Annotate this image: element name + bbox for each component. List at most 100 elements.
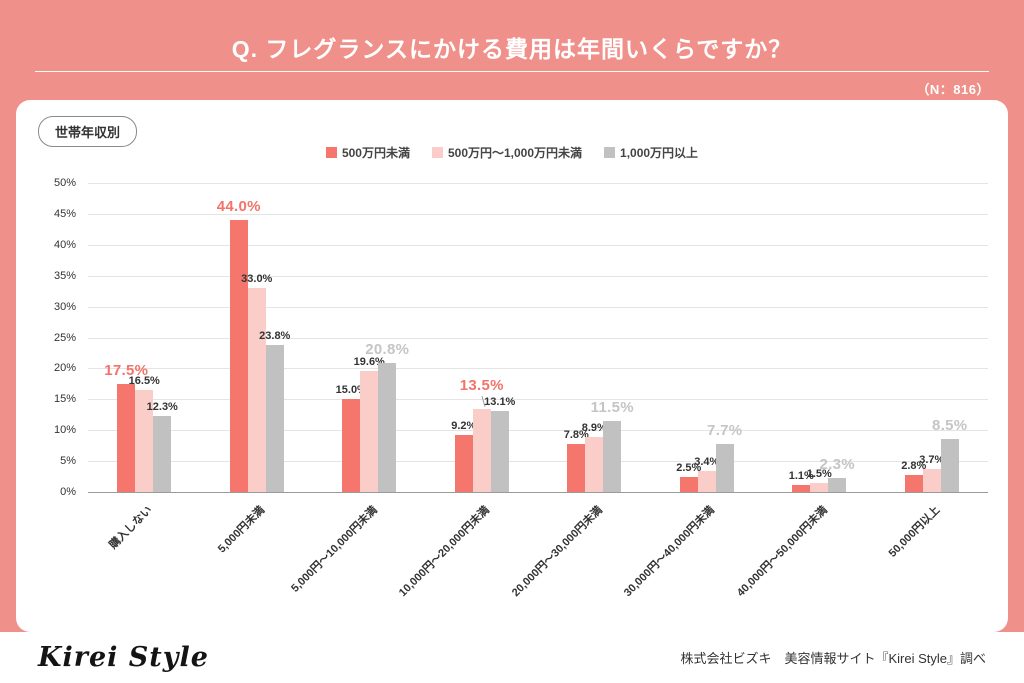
bar-slot: 2.5% bbox=[676, 462, 701, 492]
legend-item-over-10m: 1,000万円以上 bbox=[604, 144, 698, 161]
bar-slot: 3.7% bbox=[919, 454, 944, 492]
bar-value-label: 17.5% bbox=[104, 361, 149, 379]
x-axis-label: 10,000円〜20,000円未満 bbox=[397, 504, 493, 600]
bar-slot: 13.1% bbox=[484, 396, 515, 492]
chart-card: 世帯年収別 500万円未満 500万円〜1,000万円未満 1,000万円以上 … bbox=[16, 100, 1008, 632]
bar bbox=[247, 288, 266, 492]
bar-group: 7.8% 8.9% 11.5% bbox=[538, 183, 651, 492]
gridline bbox=[88, 306, 988, 308]
bar bbox=[360, 370, 379, 492]
bar-slot: 8.5% bbox=[932, 417, 967, 492]
x-axis-labels: 購入しない 5,000円未満 5,000円〜10,000円未満 10,000円〜20,… bbox=[88, 500, 988, 650]
footer: Kirei Style 株式会社ビズキ 美容情報サイト『Kirei Style』… bbox=[0, 632, 1024, 683]
bar bbox=[810, 482, 829, 492]
gridline bbox=[88, 213, 988, 215]
legend-swatch-coral bbox=[325, 147, 337, 158]
bar-group: 2.5% 3.4% 7.7% bbox=[651, 183, 764, 492]
bar-value-label: 7.8% bbox=[563, 428, 589, 441]
y-axis-tick: 20% bbox=[53, 362, 76, 375]
bar-value-label: 19.6% bbox=[353, 355, 385, 368]
y-axis-tick: 0% bbox=[60, 486, 76, 498]
bar-slot: 20.8% bbox=[365, 341, 409, 492]
gridline bbox=[88, 461, 988, 463]
kirei-style-logo: Kirei Style bbox=[38, 642, 209, 673]
x-axis-label: 30,000円〜40,000円未満 bbox=[622, 504, 718, 600]
gridline bbox=[88, 368, 988, 370]
bar-value-label: 13.5% bbox=[459, 376, 504, 394]
bar bbox=[229, 220, 248, 492]
bar-value-label: 2.8% bbox=[901, 459, 927, 472]
bar bbox=[585, 437, 604, 492]
bar-group: 2.8% 3.7% 8.5% bbox=[876, 183, 989, 492]
y-axis-tick: 30% bbox=[53, 300, 76, 313]
legend-label: 500万円〜1,000万円未満 bbox=[447, 146, 583, 160]
x-axis-label: 50,000円以上 bbox=[886, 504, 943, 560]
segment-badge: 世帯年収別 bbox=[38, 116, 138, 147]
bar-value-label: 7.7% bbox=[707, 422, 743, 440]
bar-value-label: 23.8% bbox=[259, 329, 291, 342]
bar bbox=[135, 390, 154, 492]
bar-slot: 11.5% bbox=[591, 399, 634, 492]
bar-value-label: 44.0% bbox=[216, 198, 261, 216]
legend-label: 500万円未満 bbox=[341, 146, 410, 160]
y-axis-tick: 45% bbox=[53, 207, 76, 220]
bar-value-label: 1.1% bbox=[788, 470, 814, 483]
gridline bbox=[88, 399, 988, 401]
bar-group: 9.2% 13.5% 13.1% bbox=[426, 183, 539, 492]
bar-slot: 7.8% bbox=[564, 429, 589, 492]
bar-value-label: 16.5% bbox=[128, 375, 160, 388]
bar bbox=[715, 444, 734, 492]
bar-value-label: 8.5% bbox=[932, 417, 968, 435]
gridline bbox=[88, 244, 988, 246]
x-axis-label: 5,000円未満 bbox=[216, 504, 268, 556]
bar bbox=[378, 363, 397, 492]
source-credit: 株式会社ビズキ 美容情報サイト『Kirei Style』調べ bbox=[680, 651, 986, 666]
bar-slot: 23.8% bbox=[259, 330, 290, 492]
bar bbox=[567, 443, 586, 492]
y-axis-tick: 25% bbox=[53, 331, 76, 344]
gridline bbox=[88, 275, 988, 277]
y-axis-tick: 35% bbox=[53, 269, 76, 282]
bar-slot: 16.5% bbox=[129, 375, 160, 492]
y-axis: 0% 5% 10% 15% 20% 25% 30% 35% 40% 45% 50% bbox=[16, 177, 82, 498]
plot-area: 17.5% 16.5% 12.3% 44.0% 33.0% 23.8% 15.0% 19.6%… bbox=[88, 183, 988, 493]
page-title: Q. フレグランスにかける費用は年間いくらですか？ bbox=[231, 36, 793, 62]
bar bbox=[117, 383, 136, 492]
bar-value-label: 3.4% bbox=[694, 456, 720, 468]
legend-label: 1,000万円以上 bbox=[620, 146, 699, 160]
bar-slot: 13.5% bbox=[460, 377, 503, 492]
bar-slot: 33.0% bbox=[241, 273, 272, 492]
gridline bbox=[88, 430, 988, 432]
grouped-bar-chart: 0% 5% 10% 15% 20% 25% 30% 35% 40% 45% 50% 17.5% 16.… bbox=[16, 177, 1008, 632]
bar-value-label: 2.5% bbox=[676, 461, 702, 474]
bar bbox=[265, 344, 284, 492]
sample-size-label: （N：816） bbox=[916, 82, 990, 97]
bar-group: 1.1% 1.5% 2.3% bbox=[763, 183, 876, 492]
bar-slot: 1.1% bbox=[789, 470, 814, 492]
bar-value-label: 8.9% bbox=[581, 422, 607, 434]
bar-slot: 8.9% bbox=[582, 422, 607, 492]
x-axis-label: 購入しない bbox=[107, 504, 155, 552]
bar-value-label: 12.3% bbox=[146, 401, 178, 413]
bar bbox=[828, 477, 847, 492]
bar bbox=[490, 411, 509, 492]
legend-item-5m-to-10m: 500万円〜1,000万円未満 bbox=[431, 144, 583, 161]
y-axis-tick: 40% bbox=[53, 238, 76, 251]
bar-slot: 3.4% bbox=[694, 456, 719, 492]
bar bbox=[792, 485, 811, 492]
legend-item-under-5m: 500万円未満 bbox=[325, 144, 410, 161]
bar bbox=[153, 416, 172, 492]
bar-slot: 44.0% bbox=[217, 198, 260, 492]
bar-slot: 9.2% bbox=[451, 420, 476, 492]
bar bbox=[679, 476, 698, 492]
bar bbox=[940, 439, 959, 492]
bar bbox=[342, 399, 361, 492]
bar-value-label: 15.0% bbox=[335, 384, 367, 397]
header-divider bbox=[35, 71, 989, 72]
bar-value-label: 9.2% bbox=[451, 420, 477, 433]
bar bbox=[904, 474, 923, 492]
bar-value-label: 1.5% bbox=[806, 467, 832, 480]
chart-header: Q. フレグランスにかける費用は年間いくらですか？ （N：816） bbox=[0, 0, 1024, 100]
bar bbox=[454, 435, 473, 492]
